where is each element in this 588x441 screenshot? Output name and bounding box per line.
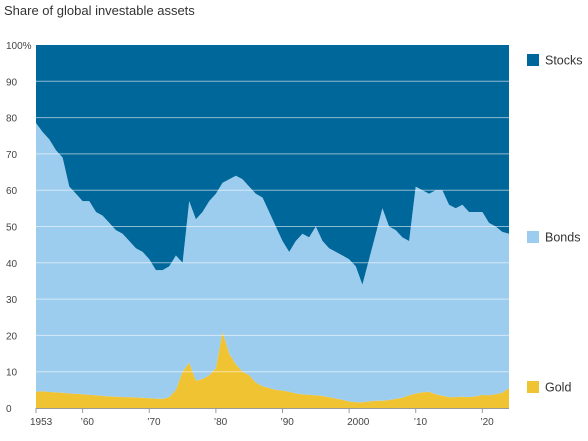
x-tick-label: 2000	[347, 417, 370, 428]
gridlines	[36, 80, 509, 373]
y-tick-label: 80	[6, 114, 18, 125]
y-tick-label: 20	[6, 331, 18, 342]
legend-swatch-bonds	[527, 231, 539, 243]
y-tick-label: 30	[6, 295, 18, 306]
area-gold	[36, 331, 509, 408]
x-tick-label: ’10	[414, 417, 428, 428]
x-tick-label: ’80	[214, 417, 228, 428]
x-tick-label: ’70	[147, 417, 161, 428]
y-axis-ticks: 0 10 20 30 40 50 60 70 80 90 100%	[6, 41, 32, 415]
x-tick-label: 1953	[30, 417, 53, 428]
area-stocks	[36, 45, 509, 285]
y-tick-label: 90	[6, 77, 18, 88]
x-tick-label: ’60	[81, 417, 95, 428]
x-tick-label: ’90	[280, 417, 294, 428]
legend-label-gold: Gold	[545, 381, 571, 395]
y-tick-label: 60	[6, 186, 18, 197]
y-tick-label: 70	[6, 150, 18, 161]
legend-swatch-gold	[527, 381, 539, 393]
legend-label-bonds: Bonds	[545, 231, 580, 245]
y-tick-label: 0	[6, 404, 12, 415]
legend-swatch-stocks	[527, 54, 539, 66]
chart-title: Share of global investable assets	[4, 3, 195, 18]
y-tick-label: 50	[6, 223, 18, 234]
legend: Stocks Bonds Gold	[527, 54, 583, 395]
legend-label-stocks: Stocks	[545, 54, 583, 68]
y-tick-label: 10	[6, 368, 18, 379]
x-axis-ticks: 1953 ’60 ’70 ’80 ’90 2000 ’10 ’20	[30, 408, 509, 428]
x-tick-label: ’20	[480, 417, 494, 428]
y-tick-label: 100%	[6, 41, 32, 52]
y-tick-label: 40	[6, 259, 18, 270]
